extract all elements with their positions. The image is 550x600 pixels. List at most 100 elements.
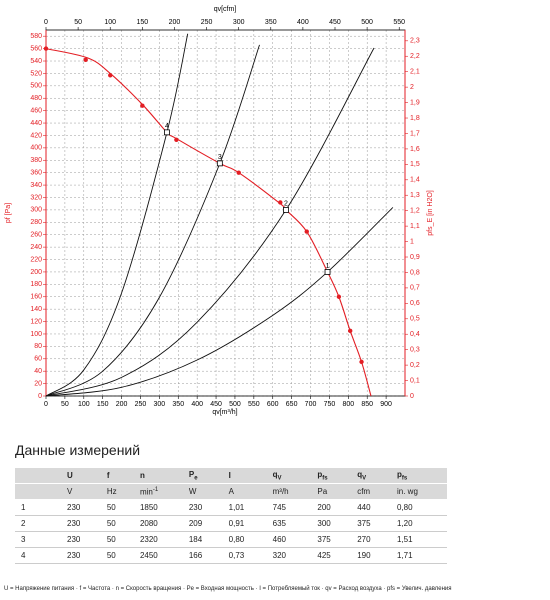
operating-point: [324, 269, 331, 275]
table-header-cell: A: [224, 483, 269, 500]
table-cell: 0,91: [224, 515, 269, 532]
x-tick-label: 0: [44, 401, 48, 408]
y-tick-label: 420: [30, 132, 42, 139]
table-header-cell: V: [63, 483, 103, 500]
table-header-cell: pfs: [393, 468, 447, 484]
y2-tick-label: 0,4: [410, 331, 420, 338]
table-cell: 375: [313, 531, 354, 548]
y2-tick-label: 0,3: [410, 347, 420, 354]
header-text: I: [228, 471, 231, 480]
table-cell: 50: [102, 547, 136, 564]
y2-tick-label: 1,5: [410, 161, 420, 168]
table-cell: 230: [63, 547, 103, 564]
table-cell: 50: [102, 499, 136, 516]
y-tick-label: 280: [30, 219, 42, 226]
y-tick-label: 40: [34, 368, 42, 375]
y-tick-label: 400: [30, 145, 42, 152]
operating-point: [216, 160, 223, 167]
x2-tick-label: 200: [169, 19, 181, 26]
table-cell: 230: [63, 499, 103, 516]
y-tick-label: 240: [30, 244, 42, 251]
y-tick-label: 460: [30, 107, 42, 114]
x2-tick-label: 550: [393, 19, 405, 26]
table-cell: 166: [184, 547, 225, 564]
y2-tick-label: 1,1: [410, 223, 420, 230]
y-tick-label: 360: [30, 170, 42, 177]
header-subscript: fs: [401, 475, 408, 482]
y2-tick-label: 0,9: [410, 254, 420, 261]
y2-tick-label: 0,2: [410, 362, 420, 369]
y-tick-label: 260: [30, 232, 42, 239]
table-header-cell: pfs: [313, 468, 354, 484]
table-header-cell: U: [63, 468, 103, 484]
y-tick-label: 340: [30, 182, 42, 189]
fan-curve: [45, 48, 372, 397]
table-header-cell: f: [102, 468, 136, 484]
table-cell: [15, 483, 63, 500]
y-tick-label: 200: [30, 269, 42, 276]
y2-tick-label: 1,6: [410, 146, 420, 153]
table-cell: 50: [102, 531, 136, 548]
x2-tick-label: 300: [233, 19, 245, 26]
x-tick-label: 600: [267, 401, 279, 408]
table-header-cell: cfm: [353, 483, 393, 500]
table-header-cell: Pe: [184, 468, 225, 484]
x2-tick-label: 400: [297, 19, 309, 26]
header-text: V: [67, 487, 73, 496]
y-tick-label: 60: [34, 356, 42, 363]
y-tick-label: 440: [30, 120, 42, 127]
table-cell: 1850: [135, 499, 185, 516]
header-subscript: fs: [322, 475, 328, 482]
y-tick-label: 160: [30, 294, 42, 301]
table-row: 3 230 50 2320 184 0,80 460 375 270 1,51: [15, 531, 447, 548]
y-tick-label: 320: [30, 194, 42, 201]
table-cell: 190: [353, 547, 393, 564]
system-curve: [45, 47, 375, 397]
y2-tick-label: 1,7: [410, 130, 420, 137]
y2-tick-label: 1,2: [410, 208, 420, 215]
header-text: q: [272, 469, 278, 479]
x-tick-label: 700: [305, 401, 317, 408]
operating-point: [164, 129, 170, 136]
table-cell: 460: [268, 531, 314, 548]
y2-tick-label: 1,9: [410, 99, 420, 106]
x2-tick-label: 450: [329, 19, 341, 26]
table-cell: 230: [184, 499, 225, 516]
operating-point-label: 1: [326, 263, 330, 270]
table-header-cell: in. wg: [393, 483, 447, 500]
fan-point: [336, 294, 342, 299]
operating-point: [283, 206, 289, 213]
header-text: f: [106, 471, 110, 480]
header-text: Pa: [317, 487, 328, 496]
y-tick-label: 560: [30, 45, 42, 52]
y-tick-label: 380: [30, 157, 42, 164]
table-cell: 230: [63, 515, 103, 532]
footnote: U = Напряжение питания · f = Частота · n…: [4, 586, 452, 592]
x2-tick-label: 150: [136, 19, 148, 26]
y2-tick-label: 1: [410, 238, 414, 245]
table-cell: 2450: [135, 547, 185, 564]
y2-tick-label: 0,5: [410, 316, 420, 323]
chart: qv[cfm] qv[m³/h] pf [Pa] pfs_E [in H2O] …: [5, 6, 434, 416]
header-subscript: V: [362, 475, 367, 482]
y2-tick-label: 1,4: [410, 177, 420, 184]
header-text: m³/h: [272, 487, 289, 496]
x2-tick-label: 250: [201, 19, 213, 26]
y-tick-label: 580: [30, 33, 42, 40]
table-header-cell: n: [135, 468, 185, 484]
y2-tick-label: 0,1: [410, 377, 420, 384]
table-cell: 230: [63, 531, 103, 548]
header-subscript: e: [194, 475, 198, 482]
x-tick-label: 550: [248, 401, 260, 408]
x2-tick-label: 0: [44, 19, 48, 26]
table-cell: 375: [353, 515, 393, 532]
fan-point: [236, 170, 241, 175]
y-tick-label: 480: [30, 95, 42, 102]
table-cell: 745: [268, 499, 314, 516]
table-header-cell: Hz: [102, 483, 136, 500]
fan-point: [348, 328, 353, 334]
header-superscript: -1: [152, 486, 159, 493]
table-header-cell: m³/h: [268, 483, 314, 500]
